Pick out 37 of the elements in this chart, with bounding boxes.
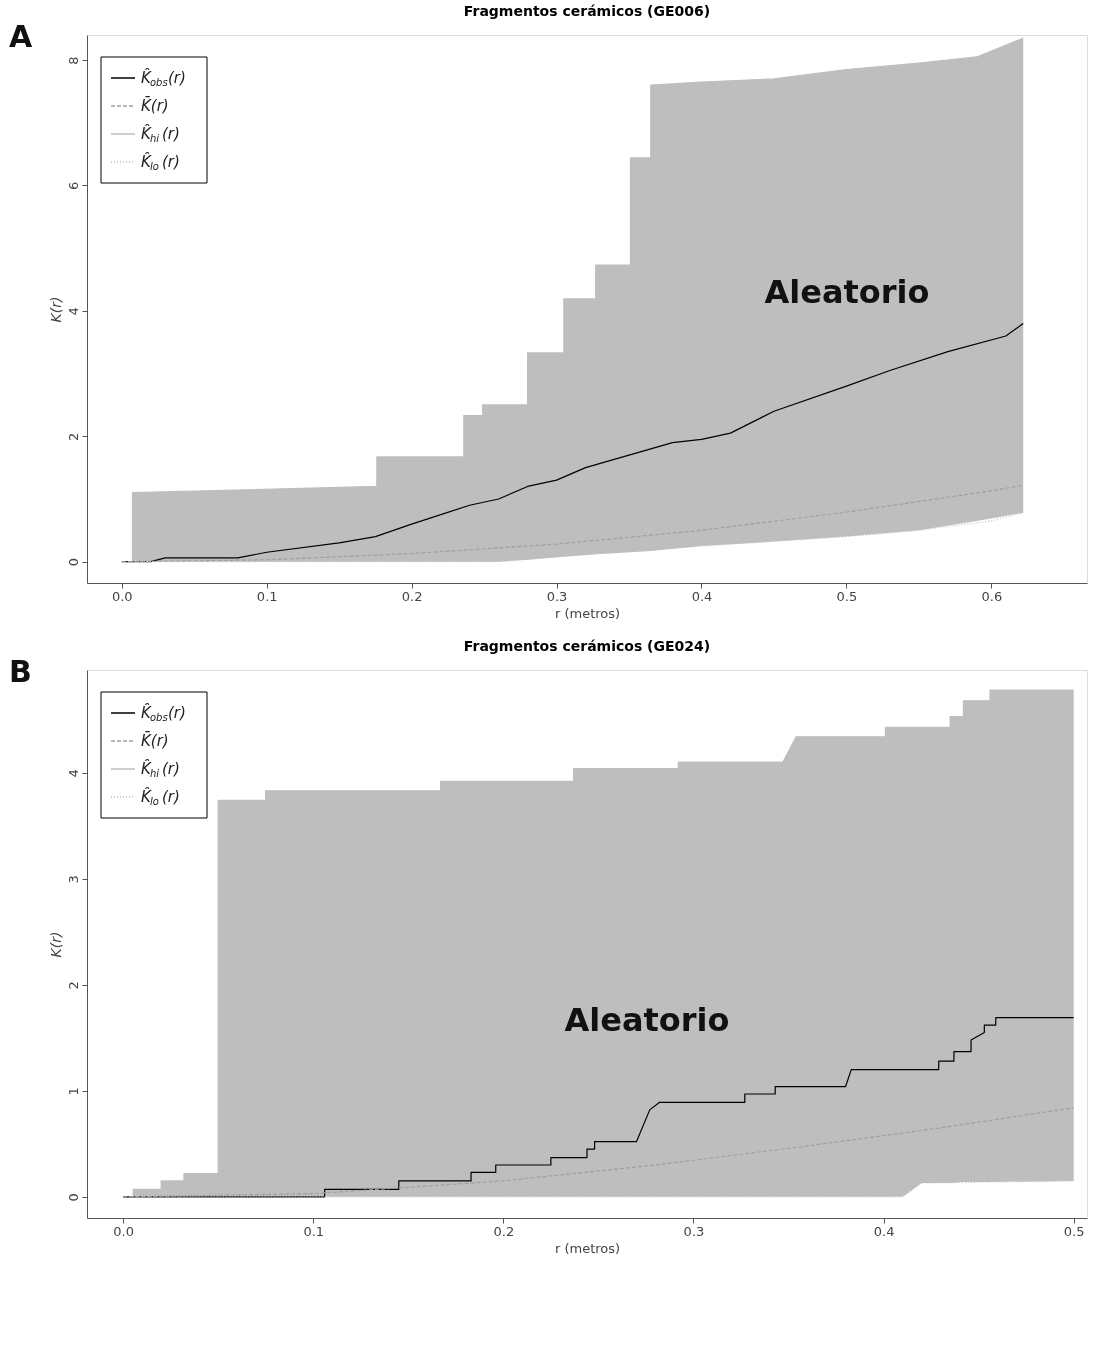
x-tick-label: 0.4 xyxy=(873,1223,895,1239)
x-tick-label: 0.5 xyxy=(1063,1223,1085,1239)
y-tick-label: 0 xyxy=(65,1193,81,1202)
x-tick-label: 0.6 xyxy=(981,588,1003,604)
x-tick-label: 0.5 xyxy=(836,588,858,604)
x-tick-label: 0.0 xyxy=(113,1223,134,1239)
y-axis-title: K(r) xyxy=(47,931,64,958)
annotation: Aleatorio xyxy=(564,1000,730,1039)
x-tick-label: 0.0 xyxy=(111,588,133,604)
legend-label: K̄(r) xyxy=(141,96,169,115)
x-tick-label: 0.1 xyxy=(303,1223,325,1239)
x-tick-label: 0.2 xyxy=(401,588,423,604)
y-tick-label: 2 xyxy=(65,432,81,441)
y-tick-label: 4 xyxy=(65,307,81,316)
text: A xyxy=(9,18,33,54)
y-tick-label: 2 xyxy=(65,981,81,990)
x-tick-label: 0.2 xyxy=(493,1223,515,1239)
chart-title: Fragmentos cerámicos (GE024) xyxy=(463,637,711,654)
y-axis-title: K(r) xyxy=(47,296,64,323)
y-tick-label: 3 xyxy=(65,875,81,884)
y-tick-label: 1 xyxy=(65,1087,81,1096)
x-tick-label: 0.1 xyxy=(256,588,278,604)
text: B xyxy=(9,653,32,689)
chart-title: Fragmentos cerámicos (GE006) xyxy=(463,2,711,19)
line-series xyxy=(122,1107,1075,1198)
x-tick-label: 0.4 xyxy=(691,588,713,604)
legend-label: K̄(r) xyxy=(141,731,169,750)
x-axis-title: r (metros) xyxy=(554,605,621,621)
y-tick-label: 0 xyxy=(65,558,81,567)
y-tick-label: 4 xyxy=(65,769,81,778)
x-tick-label: 0.3 xyxy=(683,1223,705,1239)
annotation: Aleatorio xyxy=(764,272,930,311)
line-series xyxy=(121,484,1024,563)
x-tick-label: 0.3 xyxy=(546,588,568,604)
x-axis-title: r (metros) xyxy=(554,1240,621,1256)
y-tick-label: 6 xyxy=(65,181,81,191)
y-tick-label: 8 xyxy=(65,56,81,65)
